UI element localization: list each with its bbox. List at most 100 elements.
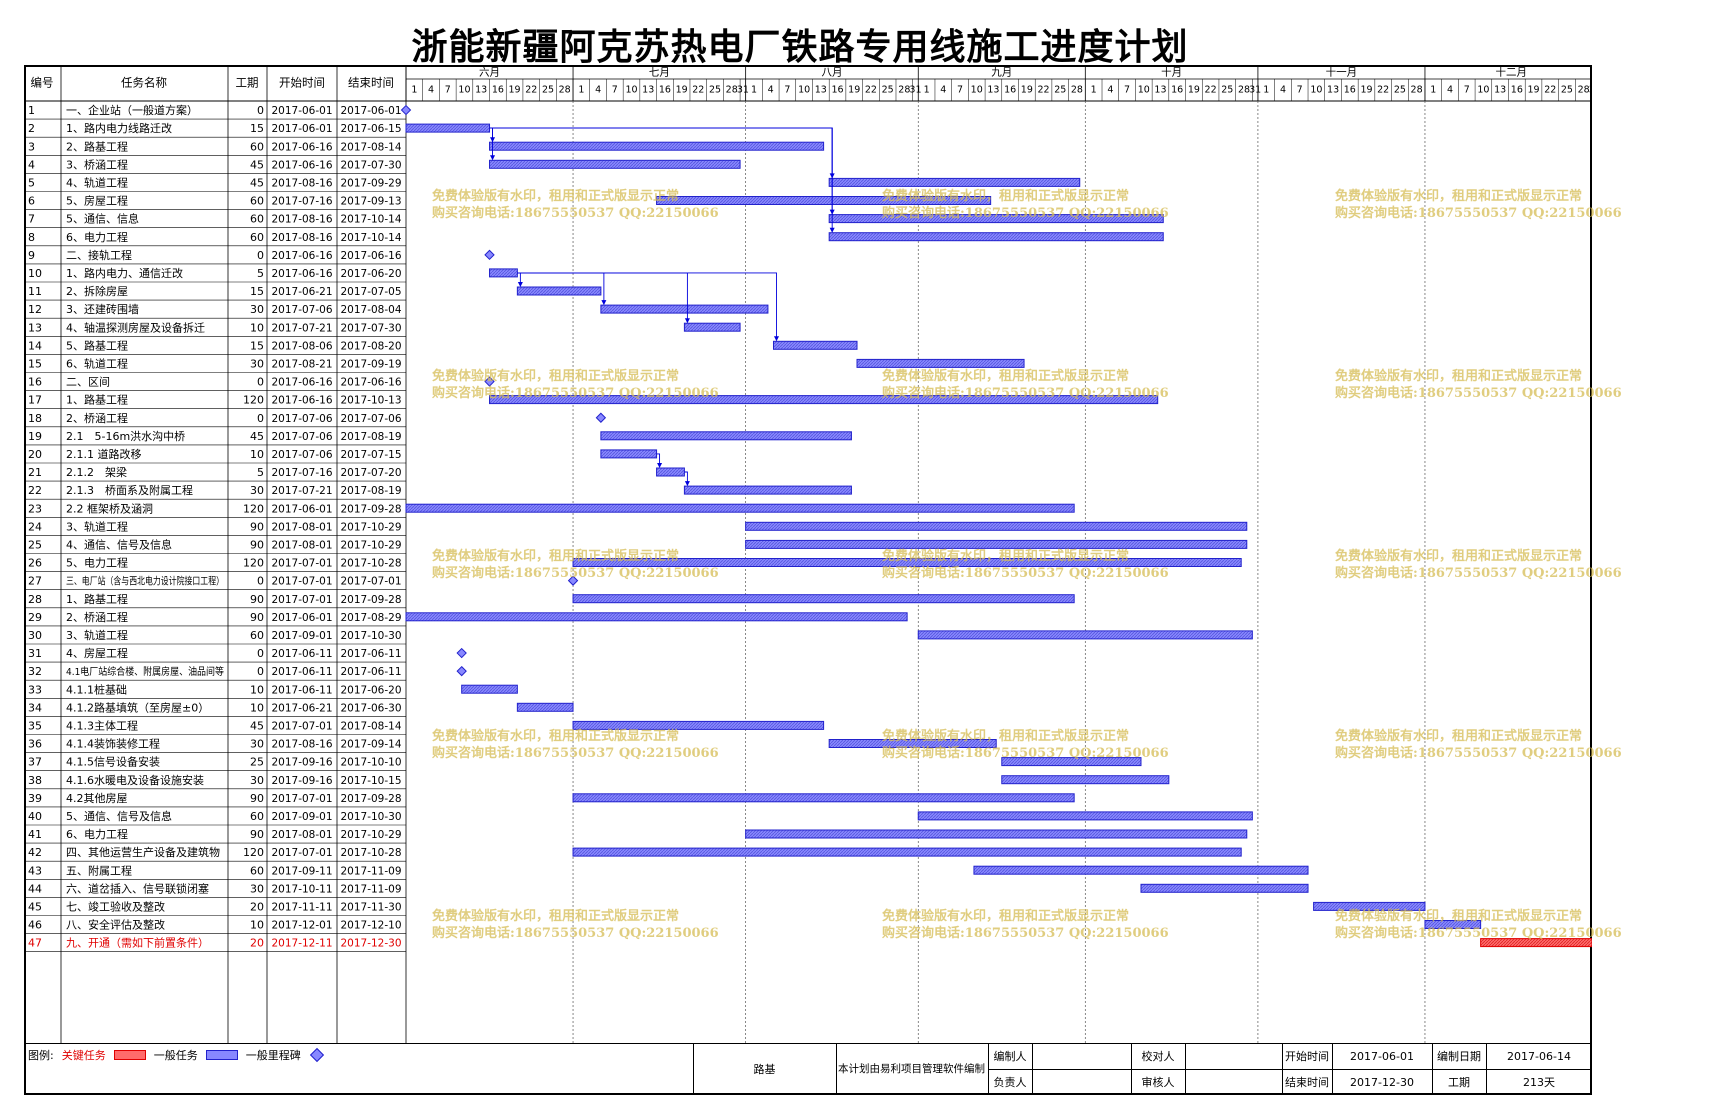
day-tick-label: 19 <box>676 85 688 96</box>
task-start: 2017-06-16 <box>271 395 332 407</box>
day-tick-label: 16 <box>1004 85 1016 96</box>
task-end: 2017-06-30 <box>340 702 401 714</box>
task-start: 2017-08-16 <box>271 177 332 189</box>
task-duration: 10 <box>250 683 264 696</box>
task-end: 2017-09-28 <box>340 503 401 515</box>
task-duration: 60 <box>250 213 264 226</box>
day-tick-label: 25 <box>709 85 721 96</box>
task-start: 2017-07-16 <box>271 467 332 479</box>
task-name: 4.1.4装饰装修工程 <box>66 737 160 751</box>
milestone-diamond <box>595 412 607 423</box>
task-bar <box>600 304 769 314</box>
task-id: 14 <box>28 339 42 352</box>
task-bar <box>828 214 1164 224</box>
footer-period-value: 213天 <box>1523 1076 1555 1089</box>
day-tick-label: 19 <box>1021 85 1033 96</box>
task-start: 2017-08-06 <box>271 340 332 352</box>
task-id: 44 <box>28 882 42 895</box>
task-duration: 30 <box>250 303 264 316</box>
task-id: 23 <box>28 502 42 515</box>
task-id: 6 <box>28 195 35 208</box>
task-id: 29 <box>28 611 42 624</box>
task-end: 2017-06-11 <box>340 666 401 678</box>
legend: 图例: 关键任务 一般任务 一般里程碑 <box>28 1047 324 1063</box>
task-bar <box>856 358 1025 368</box>
footer-start-value: 2017-06-01 <box>1350 1049 1414 1063</box>
task-duration: 10 <box>250 448 264 461</box>
task-start: 2017-06-11 <box>271 648 332 660</box>
task-start: 2017-08-16 <box>271 214 332 226</box>
task-start: 2017-07-01 <box>271 558 332 570</box>
task-bar <box>745 539 1248 549</box>
task-id: 41 <box>28 828 42 841</box>
task-id: 9 <box>28 249 35 262</box>
milestone-diamond <box>567 575 579 586</box>
day-tick-label: 28 <box>1238 85 1250 96</box>
task-name: 1、路基工程 <box>66 394 128 407</box>
task-id: 33 <box>28 683 42 696</box>
task-duration: 0 <box>257 647 264 660</box>
legend-milestone-diamond <box>309 1047 324 1063</box>
task-end: 2017-10-29 <box>340 829 401 841</box>
month-label-5: 十月 <box>1161 66 1182 79</box>
task-bar <box>461 684 518 694</box>
task-name: 5、房屋工程 <box>66 195 128 208</box>
task-end: 2017-06-11 <box>340 648 401 660</box>
task-end: 2017-08-29 <box>340 612 401 624</box>
task-name: 4、轴温探测房屋及设备拆迁 <box>66 320 205 334</box>
task-bar <box>828 232 1164 242</box>
task-duration: 120 <box>243 502 264 515</box>
task-bar <box>1001 775 1170 785</box>
day-tick-label: 1 <box>578 85 584 96</box>
dependency-link <box>656 453 661 465</box>
task-name: 六、道岔插入、信号联锁闭塞 <box>66 881 209 895</box>
task-name: 2.1.2 架梁 <box>66 465 127 479</box>
task-bar <box>572 594 1075 604</box>
task-name: 4.1.5信号设备安装 <box>66 755 160 769</box>
day-tick-label: 16 <box>1511 85 1523 96</box>
day-tick-label: 25 <box>1394 85 1406 96</box>
task-start: 2017-07-06 <box>271 431 332 443</box>
task-name: 2、桥涵工程 <box>66 411 128 425</box>
task-id: 32 <box>28 665 42 678</box>
dependency-link <box>517 272 777 339</box>
task-bar <box>1424 920 1482 929</box>
dependency-arrow <box>773 336 779 342</box>
day-tick-label: 25 <box>882 85 894 96</box>
task-duration: 45 <box>250 719 264 732</box>
task-name: 4.1.6水暖电及设备设施安装 <box>66 773 204 787</box>
task-duration: 90 <box>250 593 264 606</box>
task-duration: 90 <box>250 520 264 533</box>
task-name: 4.2其他房屋 <box>66 792 128 805</box>
task-start: 2017-07-06 <box>271 304 332 316</box>
task-id: 27 <box>28 575 42 588</box>
task-bar <box>516 702 574 712</box>
footer-plan-name: 路基 <box>753 1063 776 1076</box>
task-end: 2017-10-30 <box>340 630 401 642</box>
task-start: 2017-09-16 <box>271 757 332 769</box>
day-tick-label: 7 <box>1124 85 1130 96</box>
day-tick-label: 31 <box>1589 85 1592 96</box>
task-start: 2017-06-21 <box>271 286 332 298</box>
legend-normal-swatch <box>205 1050 238 1060</box>
critical-task-bar <box>1480 938 1592 948</box>
month-label-3: 八月 <box>821 67 842 79</box>
task-id: 3 <box>28 140 35 153</box>
month-label-4: 九月 <box>991 67 1012 79</box>
task-start: 2017-06-11 <box>271 666 332 678</box>
task-bar <box>516 286 602 296</box>
task-duration: 60 <box>250 195 264 208</box>
task-bar <box>572 720 825 730</box>
day-tick-label: 28 <box>898 85 910 96</box>
task-duration: 0 <box>257 665 264 678</box>
task-duration: 15 <box>250 285 264 298</box>
day-tick-label: 7 <box>957 85 963 96</box>
day-tick-label: 4 <box>768 85 774 96</box>
task-start: 2017-07-16 <box>271 196 332 208</box>
footer-reviewed-by-label: 审核人 <box>1141 1076 1175 1089</box>
task-start: 2017-07-01 <box>271 793 332 805</box>
task-bar <box>917 630 1253 640</box>
footer-panel: 图例: 关键任务 一般任务 一般里程碑 路基 本计划由易利项目管理软件编制 编制… <box>24 1043 1592 1095</box>
task-end: 2017-08-04 <box>340 304 401 316</box>
task-end: 2017-06-16 <box>340 377 401 389</box>
